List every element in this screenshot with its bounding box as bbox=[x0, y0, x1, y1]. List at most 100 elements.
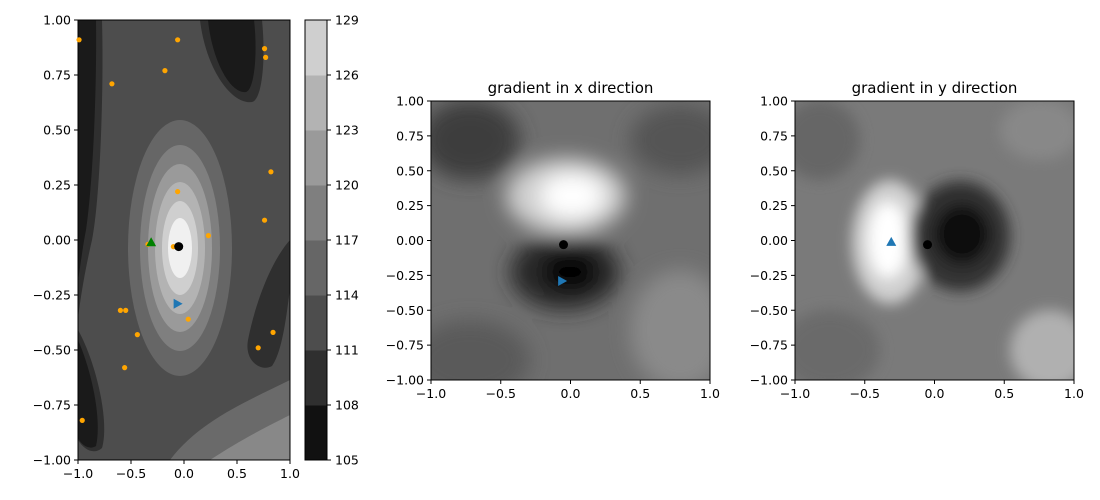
gradient-y-ytick-label: 0.50 bbox=[760, 163, 788, 178]
gradient-x-field bbox=[431, 101, 710, 380]
gradient-x-xtick-label: 1.0 bbox=[700, 386, 720, 401]
contour-ytick-label: −0.50 bbox=[33, 343, 71, 358]
colorbar-band bbox=[305, 350, 327, 406]
gradient-x-panel: gradient in x direction −1.0 −0.5 0.0 0.5 1.… bbox=[386, 79, 720, 402]
gradient-x-ytick-label: 0.00 bbox=[396, 233, 424, 248]
colorbar-band bbox=[305, 130, 327, 186]
colorbar-tick-label: 105 bbox=[335, 453, 359, 468]
gradient-y-ytick-label: 0.75 bbox=[760, 128, 788, 143]
contour-ytick-label: 0.00 bbox=[43, 233, 71, 248]
gradient-x-ytick-label: −0.25 bbox=[386, 268, 424, 283]
gradient-y-title: gradient in y direction bbox=[852, 79, 1018, 97]
contour-ticks: −1.0 −0.5 0.0 0.5 1.0 1.00 0.75 0.50 0.25 0.00 −0.… bbox=[33, 13, 300, 482]
gradient-y-xtick-label: 1.0 bbox=[1064, 386, 1084, 401]
gradient-x-ytick-label: 0.75 bbox=[396, 128, 424, 143]
orange-point bbox=[134, 332, 140, 338]
orange-point bbox=[122, 365, 128, 371]
blue-right-triangle-marker bbox=[558, 275, 568, 286]
gradient-x-xtick-label: −1.0 bbox=[416, 386, 446, 401]
gradient-y-xtick-label: −1.0 bbox=[780, 386, 810, 401]
gradient-x-ytick-label: 0.25 bbox=[396, 198, 424, 213]
gradient-y-ytick-label: −0.50 bbox=[750, 303, 788, 318]
gradient-y-ytick-label: −1.00 bbox=[750, 373, 788, 388]
orange-point bbox=[261, 46, 268, 52]
colorbar-band bbox=[305, 185, 327, 241]
colorbar-tick-label: 114 bbox=[335, 288, 359, 303]
gradient-y-panel: gradient in y direction −1.0 −0.5 0.0 0.5 1.… bbox=[750, 79, 1084, 402]
gradient-y-ytick-label: 0.25 bbox=[760, 198, 788, 213]
colorbar-tick-label: 108 bbox=[335, 398, 359, 413]
orange-point bbox=[76, 37, 82, 43]
colorbar-tick-label: 126 bbox=[335, 68, 359, 83]
colorbar-band bbox=[305, 295, 327, 351]
gradient-x-xtick-label: 0.0 bbox=[561, 386, 581, 401]
gradient-y-field bbox=[795, 101, 1074, 380]
gradient-y-ytick-label: −0.75 bbox=[750, 338, 788, 353]
orange-point bbox=[162, 68, 168, 74]
contour-ytick-label: −1.00 bbox=[33, 453, 71, 468]
contour-panel: −1.0 −0.5 0.0 0.5 1.0 1.00 0.75 0.50 0.25 0.00 −0.… bbox=[33, 13, 300, 482]
gradient-x-ytick-label: −0.50 bbox=[386, 303, 424, 318]
colorbar-tick-label: 120 bbox=[335, 178, 359, 193]
contour-ytick-label: −0.25 bbox=[33, 288, 71, 303]
gradient-x-ytick-label: −1.00 bbox=[386, 373, 424, 388]
contour-ytick-label: −0.75 bbox=[33, 398, 71, 413]
gradient-x-ytick-label: 0.50 bbox=[396, 163, 424, 178]
orange-point bbox=[185, 316, 191, 322]
orange-point bbox=[79, 417, 85, 423]
gradient-y-markers bbox=[886, 236, 933, 250]
colorbar-band bbox=[305, 405, 327, 461]
gradient-y-ytick-label: 0.00 bbox=[760, 233, 788, 248]
gradient-x-ticks: −1.0 −0.5 0.0 0.5 1.0 1.00 0.75 0.50 0.25 0.00 −0.… bbox=[386, 94, 720, 402]
orange-points bbox=[76, 37, 276, 423]
gradient-y-ticks: −1.0 −0.5 0.0 0.5 1.0 1.00 0.75 0.50 0.25 0.00 −0.… bbox=[750, 94, 1084, 402]
orange-point bbox=[261, 217, 268, 223]
colorbar-bands bbox=[305, 20, 327, 461]
orange-point bbox=[117, 307, 123, 313]
colorbar-tick-label: 111 bbox=[335, 343, 359, 358]
colorbar-band bbox=[305, 75, 327, 131]
orange-point bbox=[270, 329, 276, 335]
contour-xtick-label: 0.5 bbox=[227, 466, 247, 481]
orange-point bbox=[123, 307, 129, 313]
colorbar-tick-label: 123 bbox=[335, 123, 359, 138]
blue-right-triangle-marker bbox=[173, 298, 183, 309]
black-point bbox=[923, 240, 933, 250]
gradient-y-ytick-label: −0.25 bbox=[750, 268, 788, 283]
orange-point bbox=[205, 233, 211, 239]
contour-ytick-label: 0.50 bbox=[43, 123, 71, 138]
gradient-y-xtick-label: 0.5 bbox=[994, 386, 1014, 401]
orange-point bbox=[175, 37, 181, 43]
gradient-y-ytick-label: 1.00 bbox=[760, 94, 788, 109]
colorbar-band bbox=[305, 240, 327, 296]
orange-point bbox=[109, 81, 115, 87]
contour-ytick-label: 0.75 bbox=[43, 68, 71, 83]
orange-point bbox=[255, 345, 261, 351]
contour-xtick-label: −1.0 bbox=[63, 466, 93, 481]
colorbar-band bbox=[305, 20, 327, 76]
contour-ytick-label: 1.00 bbox=[43, 13, 71, 28]
orange-point bbox=[175, 189, 181, 195]
black-point bbox=[559, 240, 569, 250]
colorbar-tick-label: 117 bbox=[335, 233, 359, 248]
colorbar-ticks: 129 126 123 120 117 114 111 108 105 bbox=[327, 13, 359, 468]
blue-triangle-marker bbox=[886, 236, 897, 246]
gradient-x-xtick-label: −0.5 bbox=[486, 386, 516, 401]
gradient-x-title: gradient in x direction bbox=[488, 79, 654, 97]
contour-field bbox=[78, 20, 290, 460]
contour-xtick-label: 1.0 bbox=[280, 466, 300, 481]
green-triangle-marker bbox=[146, 237, 157, 247]
gradient-x-ytick-label: 1.00 bbox=[396, 94, 424, 109]
contour-xtick-label: 0.0 bbox=[174, 466, 194, 481]
gradient-x-ytick-label: −0.75 bbox=[386, 338, 424, 353]
gradient-x-xtick-label: 0.5 bbox=[630, 386, 650, 401]
orange-point bbox=[263, 54, 269, 61]
gradient-y-xtick-label: 0.0 bbox=[925, 386, 945, 401]
contour-xtick-label: −0.5 bbox=[116, 466, 146, 481]
contour-ytick-label: 0.25 bbox=[43, 178, 71, 193]
colorbar: 129 126 123 120 117 114 111 108 105 bbox=[304, 13, 359, 468]
contour-markers bbox=[146, 237, 184, 309]
orange-point bbox=[268, 169, 274, 175]
gradient-y-xtick-label: −0.5 bbox=[850, 386, 880, 401]
